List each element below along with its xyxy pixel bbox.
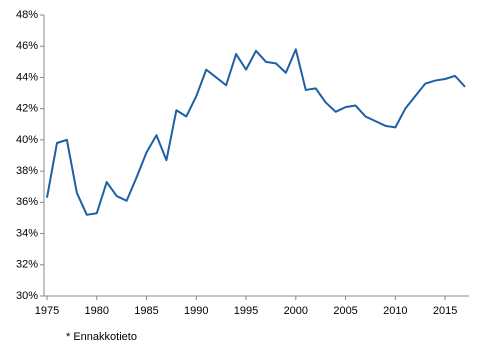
y-tick-label: 44% <box>16 71 38 83</box>
x-tick-label: 1995 <box>234 305 258 317</box>
x-tick-label: 1985 <box>134 305 158 317</box>
x-tick-label: 2015 <box>433 305 457 317</box>
y-tick-label: 36% <box>16 196 38 208</box>
y-tick-label: 38% <box>16 165 38 177</box>
x-tick-label: 1975 <box>35 305 59 317</box>
x-tick-label: 1990 <box>184 305 208 317</box>
y-tick-label: 30% <box>16 290 38 302</box>
annotation: * Ennakkotieto <box>66 331 137 343</box>
y-tick-label: 32% <box>16 259 38 271</box>
x-tick-label: 1980 <box>85 305 109 317</box>
data-line <box>46 48 466 216</box>
y-tick-label: 40% <box>16 134 38 146</box>
x-tick-label: 2010 <box>383 305 407 317</box>
y-tick-label: 34% <box>16 227 38 239</box>
y-tick-label: 48% <box>16 9 38 21</box>
y-tick-label: 46% <box>16 40 38 52</box>
x-tick-label: 2005 <box>333 305 357 317</box>
x-tick-label: 2000 <box>284 305 308 317</box>
y-tick-label: 42% <box>16 103 38 115</box>
